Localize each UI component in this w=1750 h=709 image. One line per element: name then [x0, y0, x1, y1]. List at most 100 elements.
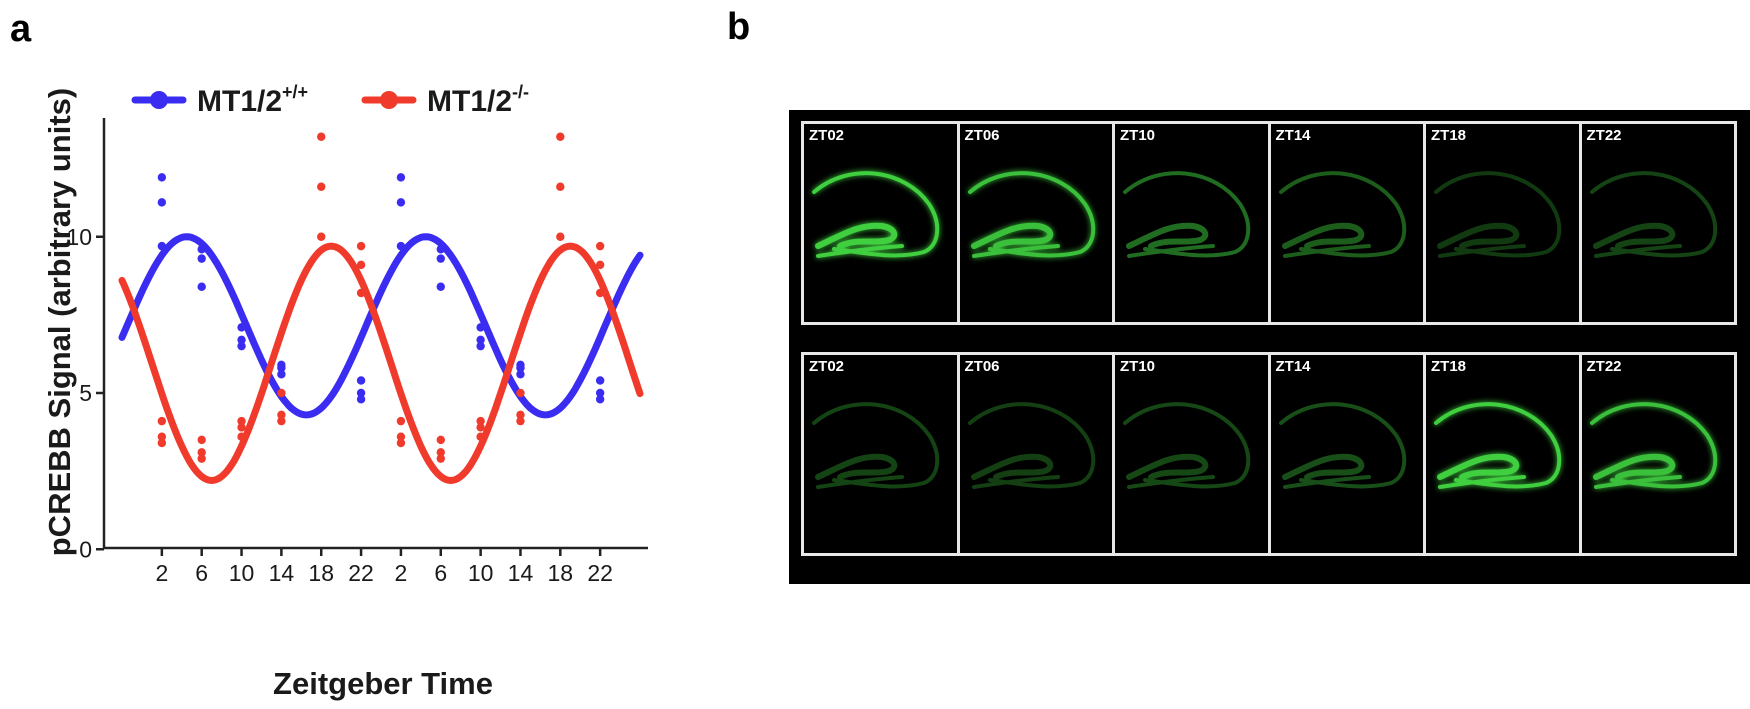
x-axis-title: Zeitgeber Time — [273, 666, 493, 701]
data-point-series-1 — [317, 232, 326, 241]
micrograph-tile: ZT02 — [804, 124, 960, 322]
x-tick-label: 6 — [434, 560, 447, 586]
micrograph-tile-label: ZT02 — [809, 358, 845, 375]
data-point-series-0 — [157, 198, 167, 207]
data-point-series-1 — [277, 410, 286, 420]
hippocampus-image — [1434, 171, 1562, 258]
micrograph-tile: ZT22 — [1581, 355, 1734, 553]
hippocampus-image — [1589, 171, 1717, 258]
data-point-series-0 — [476, 323, 485, 332]
data-point-series-1 — [595, 260, 605, 270]
y-tick-label: 0 — [79, 536, 92, 562]
data-point-series-1 — [396, 438, 406, 448]
data-point-series-0 — [197, 245, 206, 254]
micrograph-tile: ZT14 — [1270, 124, 1426, 322]
hippocampus-image — [967, 402, 1095, 489]
x-tick-label: 10 — [468, 560, 494, 586]
data-point-series-1 — [237, 416, 246, 426]
data-point-series-1 — [595, 241, 605, 251]
micrograph-tile-label: ZT14 — [1275, 127, 1311, 144]
data-point-series-0 — [595, 388, 605, 398]
x-tick-label: 10 — [229, 560, 255, 586]
x-tick-label: 2 — [155, 560, 168, 586]
data-point-series-0 — [237, 323, 246, 332]
data-point-series-0 — [197, 282, 206, 291]
data-point-series-1 — [436, 448, 445, 457]
data-point-series-1 — [157, 438, 167, 448]
data-point-series-0 — [436, 245, 445, 254]
data-point-series-1 — [356, 241, 366, 251]
data-point-series-0 — [237, 335, 246, 345]
micrograph-tile: ZT06 — [959, 355, 1115, 553]
data-point-series-1 — [556, 132, 565, 141]
data-point-series-1 — [516, 410, 525, 420]
data-point-series-1 — [356, 288, 366, 298]
hippocampus-image — [1434, 402, 1562, 489]
data-point-series-0 — [436, 254, 445, 263]
data-point-series-0 — [396, 173, 406, 182]
micrograph-tile: ZT18 — [1426, 124, 1582, 322]
legend-label: MT1/2+/+ — [197, 82, 308, 118]
hippocampus-image — [1278, 402, 1406, 489]
micrograph-tile: ZT22 — [1581, 124, 1734, 322]
legend-label: MT1/2-/- — [427, 82, 529, 118]
data-point-series-0 — [277, 370, 286, 379]
legend-swatch-dot — [380, 91, 398, 109]
micrograph-tile-label: ZT18 — [1431, 358, 1467, 375]
hippocampus-image — [1123, 171, 1251, 258]
data-point-series-1 — [436, 454, 445, 463]
micrograph-row-knockout: ZT02 ZT06 ZT10 ZT14 ZT18 ZT22 — [801, 352, 1737, 556]
micrograph-panel: ZT02 ZT06 ZT10 ZT14 ZT18 ZT22 ZT02 ZT06 ZT10 ZT1… — [789, 110, 1750, 584]
data-point-series-1 — [237, 423, 246, 432]
micrograph-tile-label: ZT10 — [1120, 127, 1156, 144]
hippocampus-image — [1278, 171, 1406, 258]
data-point-series-0 — [356, 388, 366, 398]
data-point-series-1 — [197, 448, 206, 457]
data-point-series-1 — [157, 432, 167, 441]
panel-b-label: b — [727, 6, 751, 48]
data-point-series-0 — [157, 173, 167, 182]
data-point-series-1 — [197, 454, 206, 463]
micrograph-tile-label: ZT14 — [1275, 358, 1311, 375]
data-point-series-0 — [516, 363, 525, 373]
data-point-series-1 — [317, 132, 326, 141]
data-point-series-1 — [516, 388, 525, 398]
data-point-series-1 — [556, 232, 565, 241]
micrograph-tile-label: ZT10 — [1120, 358, 1156, 375]
micrograph-tile: ZT10 — [1115, 124, 1271, 322]
data-point-series-1 — [157, 416, 167, 426]
data-point-series-0 — [277, 363, 286, 373]
data-point-series-1 — [197, 435, 206, 445]
data-point-series-1 — [277, 416, 286, 426]
data-point-series-1 — [317, 182, 326, 191]
fit-curves — [118, 233, 644, 485]
x-tick-label: 22 — [348, 560, 374, 586]
panel-a-label: a — [10, 8, 32, 50]
x-tick-label: 6 — [195, 560, 208, 586]
micrograph-tile: ZT14 — [1270, 355, 1426, 553]
fit-curve-series-1 — [118, 242, 644, 485]
micrograph-tile-label: ZT02 — [809, 127, 845, 144]
y-tick-label: 5 — [79, 380, 92, 406]
x-tick-label: 14 — [269, 560, 295, 586]
y-axis-title: pCREBB Signal (arbitrary units) — [42, 88, 77, 557]
data-point-series-0 — [516, 370, 525, 379]
data-point-series-0 — [595, 376, 605, 385]
data-point-series-1 — [516, 416, 525, 426]
micrograph-tile-label: ZT06 — [964, 358, 1000, 375]
fit-curve-series-0 — [118, 233, 644, 419]
x-tick-label: 22 — [587, 560, 613, 586]
data-point-series-1 — [476, 423, 485, 432]
hippocampus-image — [1589, 402, 1717, 489]
data-point-series-0 — [396, 198, 406, 207]
data-point-series-0 — [595, 395, 605, 404]
hippocampus-image — [812, 171, 940, 258]
micrograph-row-wildtype: ZT02 ZT06 ZT10 ZT14 ZT18 ZT22 — [801, 121, 1737, 325]
data-point-series-0 — [436, 282, 445, 291]
micrograph-tile: ZT18 — [1426, 355, 1582, 553]
x-tick-label: 18 — [308, 560, 334, 586]
chart-legend: MT1/2+/+ MT1/2-/- — [131, 82, 529, 118]
data-point-series-1 — [277, 388, 286, 398]
data-point-series-1 — [396, 416, 406, 426]
